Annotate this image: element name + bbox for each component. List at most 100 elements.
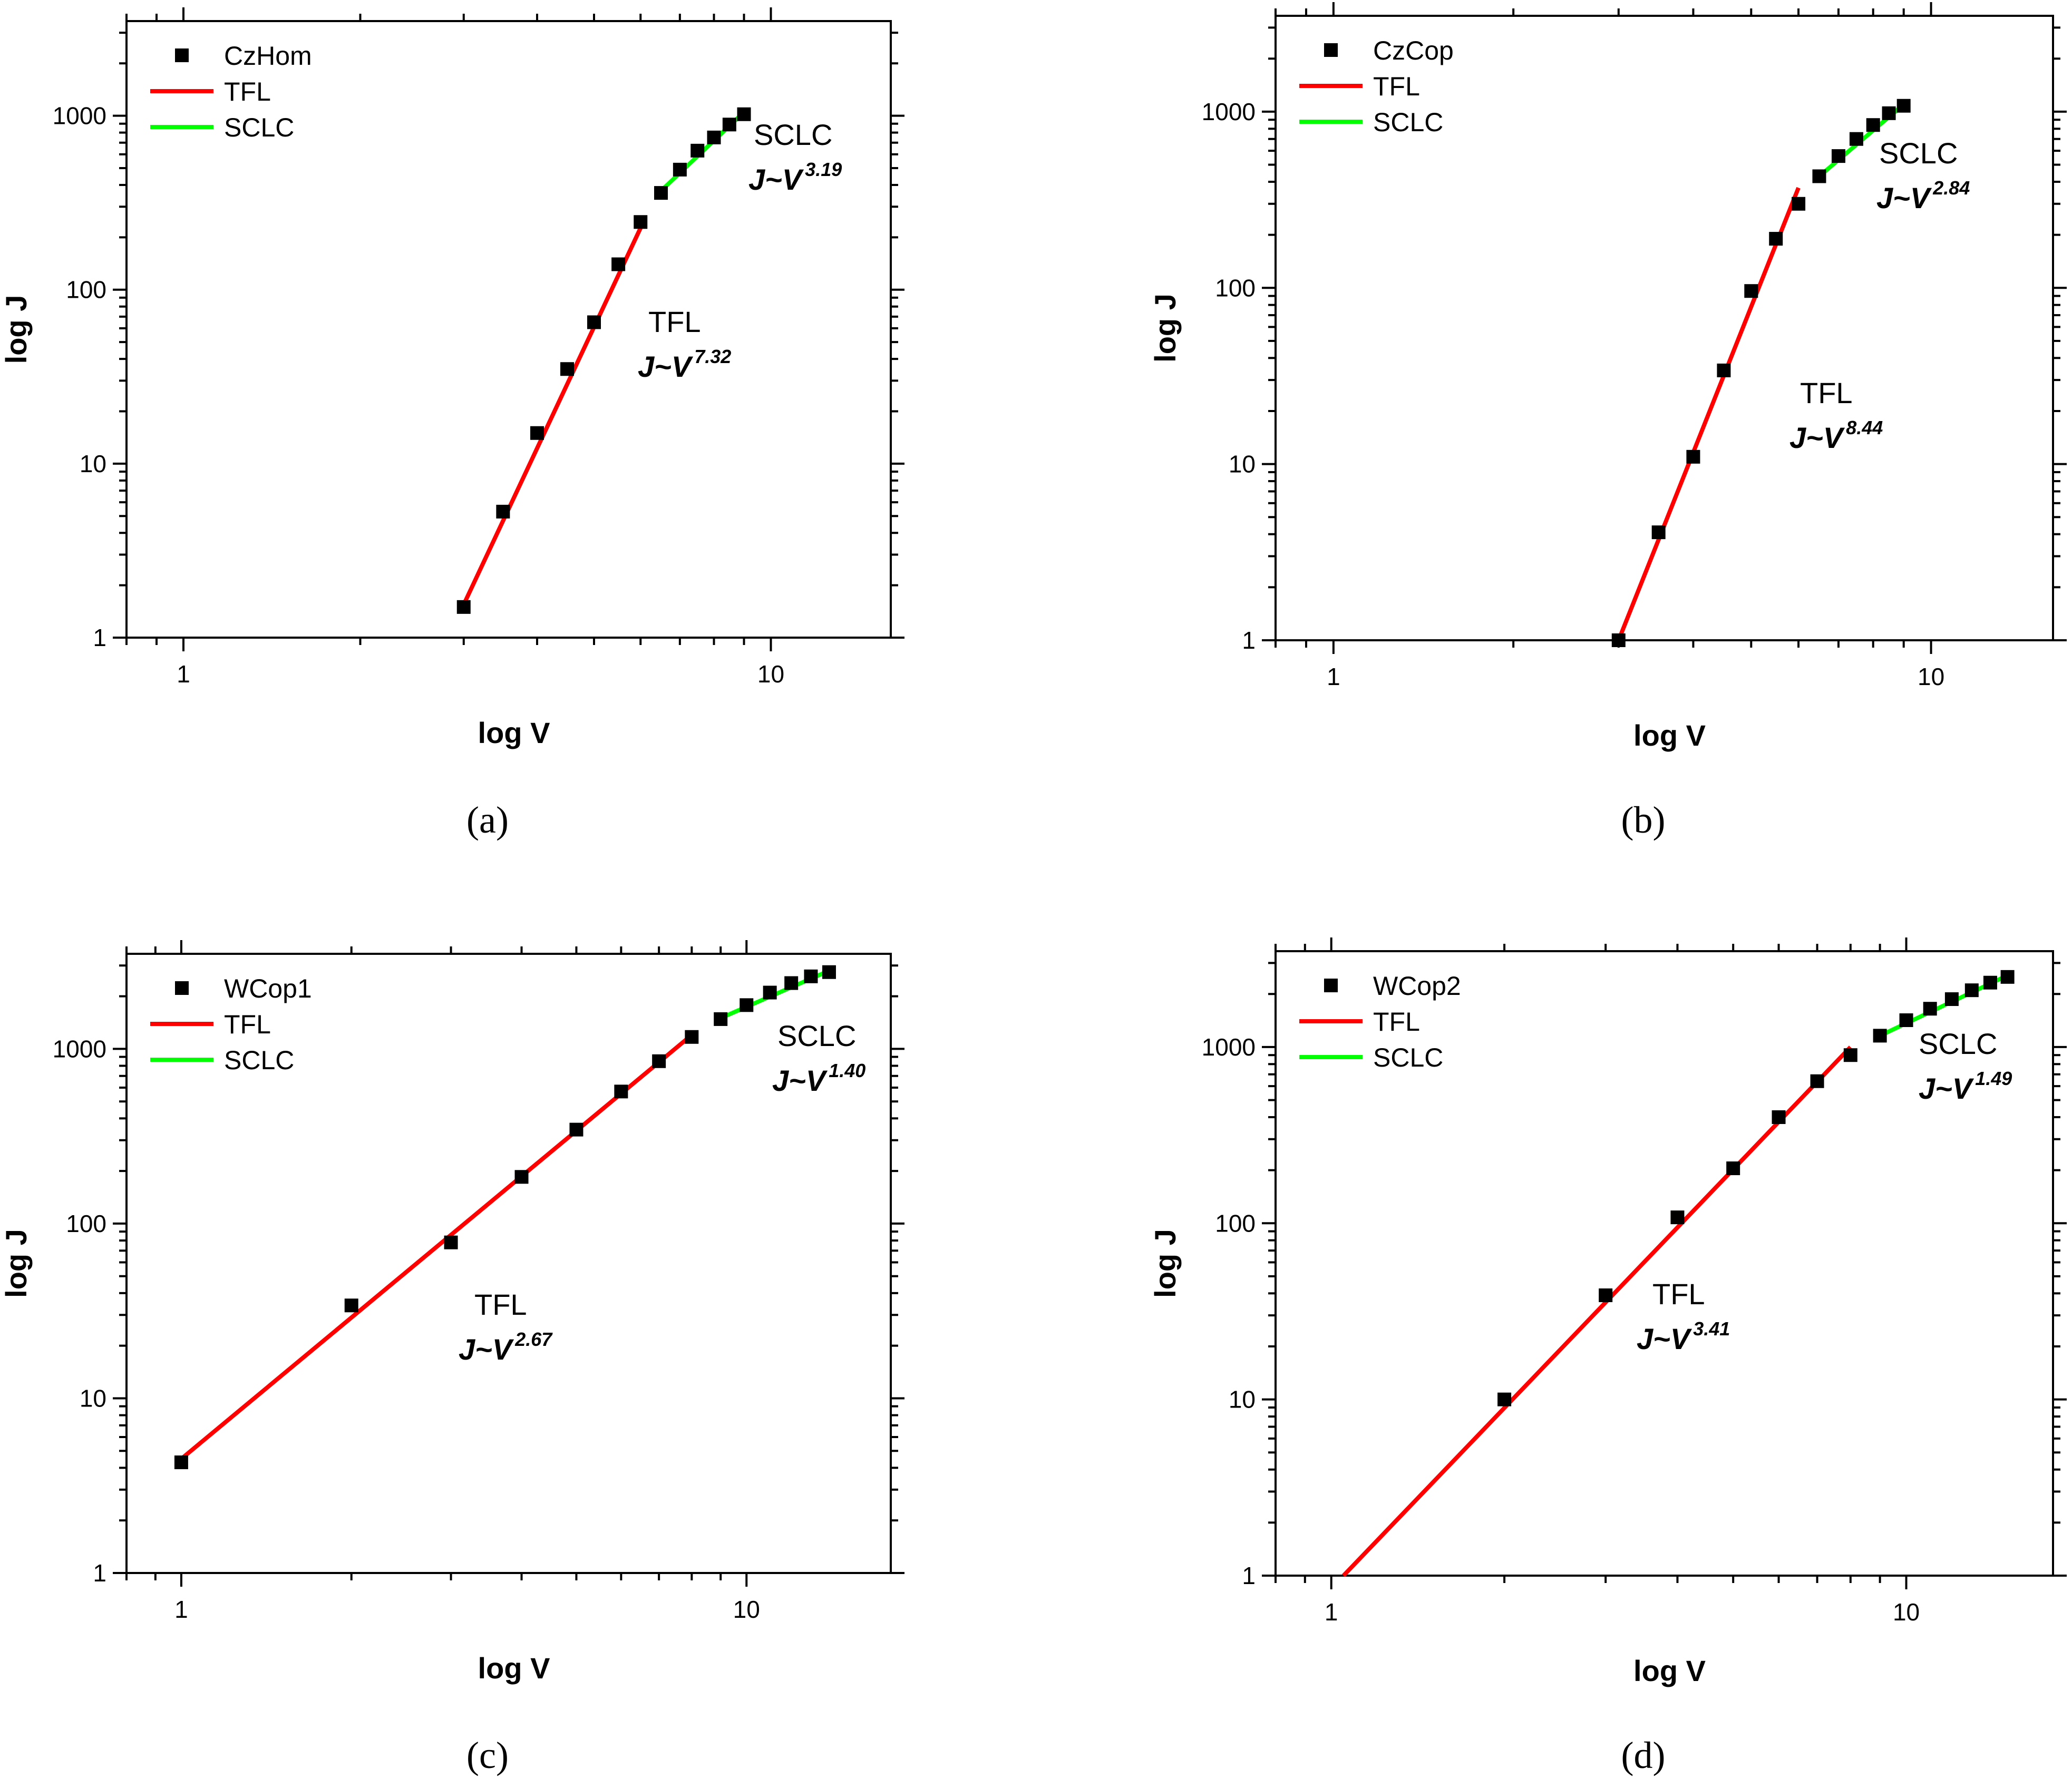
y-axis-title: log J xyxy=(1149,1229,1182,1298)
data-point xyxy=(344,1298,358,1313)
legend-entry: SCLC xyxy=(1373,1043,1443,1072)
data-point xyxy=(1882,106,1896,120)
data-point xyxy=(714,1012,728,1026)
data-point xyxy=(1873,1029,1887,1043)
y-axis-title: log J xyxy=(0,295,33,364)
legend-entry: WCop1 xyxy=(224,974,312,1003)
annotation-equation: J~V 7.32 xyxy=(638,346,731,383)
legend-entry: WCop2 xyxy=(1373,971,1461,1001)
y-axis-title: log J xyxy=(1149,294,1182,363)
data-point xyxy=(444,1235,458,1249)
data-point xyxy=(654,186,668,200)
annotation-label: SCLC xyxy=(1919,1027,1997,1060)
data-point xyxy=(1866,118,1880,132)
y-axis-title: log J xyxy=(0,1229,33,1298)
x-tick-label: 10 xyxy=(1893,1598,1920,1626)
legend-marker-swatch xyxy=(1324,979,1338,992)
annotation-equation: J~V 3.41 xyxy=(1637,1318,1730,1355)
annotation-exponent: 3.19 xyxy=(805,159,842,180)
legend-marker-swatch xyxy=(175,48,189,62)
data-point xyxy=(614,1084,628,1099)
data-point xyxy=(763,985,777,1000)
annotation-eq-base: J~V xyxy=(459,1333,514,1366)
annotation-label: TFL xyxy=(1800,376,1853,409)
data-point xyxy=(690,143,705,158)
x-axis-title: log V xyxy=(478,1652,550,1685)
annotation-label: TFL xyxy=(648,305,701,338)
data-point xyxy=(1744,284,1758,298)
annotation-label: SCLC xyxy=(1879,136,1958,170)
data-point xyxy=(1599,1288,1613,1303)
data-point xyxy=(496,504,510,519)
annotation-exponent: 1.40 xyxy=(829,1060,865,1081)
data-point xyxy=(174,1455,188,1469)
plot-frame xyxy=(125,20,892,639)
data-point xyxy=(1726,1161,1740,1176)
x-tick-label: 10 xyxy=(733,1596,760,1623)
legend-entry: TFL xyxy=(1373,1007,1420,1037)
annotation-equation: J~V 2.67 xyxy=(459,1328,553,1366)
y-tick-label: 1000 xyxy=(1202,98,1256,125)
y-tick-label: 100 xyxy=(1215,1209,1256,1237)
y-tick-label: 1000 xyxy=(1202,1033,1256,1061)
y-tick-label: 1000 xyxy=(53,1035,106,1062)
annotation-eq-base: J~V xyxy=(638,350,694,383)
y-tick-label: 10 xyxy=(80,450,106,477)
data-point xyxy=(1899,1013,1913,1027)
data-point xyxy=(560,362,575,376)
data-point xyxy=(1651,525,1666,540)
data-point xyxy=(569,1122,583,1137)
data-point xyxy=(685,1030,699,1044)
data-point xyxy=(673,162,687,177)
data-point xyxy=(722,118,736,132)
annotation-equation: J~V 8.44 xyxy=(1789,417,1883,454)
legend-entry: CzHom xyxy=(224,41,312,71)
legend-entry: SCLC xyxy=(224,113,294,142)
y-tick-label: 1 xyxy=(1242,627,1256,654)
annotation-equation: J~V 2.84 xyxy=(1876,177,1970,214)
data-point xyxy=(1983,975,1997,990)
x-axis-title: log V xyxy=(1633,719,1706,752)
annotation-exponent: 3.41 xyxy=(1693,1318,1730,1340)
plot-frame xyxy=(1275,15,2054,641)
y-tick-label: 1 xyxy=(93,1559,106,1587)
y-tick-label: 1000 xyxy=(53,102,106,130)
x-tick-label: 10 xyxy=(757,660,784,688)
fit-line-tfl xyxy=(1341,1046,1852,1577)
annotation-label: SCLC xyxy=(777,1019,856,1052)
data-point xyxy=(1497,1392,1512,1406)
data-point xyxy=(1831,149,1845,163)
data-point xyxy=(514,1170,529,1184)
y-tick-label: 100 xyxy=(1215,274,1256,301)
panel-label: (c) xyxy=(466,1734,509,1776)
x-tick-label: 1 xyxy=(1327,663,1340,690)
annotation-eq-base: J~V xyxy=(1876,181,1932,214)
data-point xyxy=(737,107,751,121)
annotation-exponent: 1.49 xyxy=(1975,1068,2012,1089)
annotation-exponent: 2.84 xyxy=(1932,177,1970,199)
x-tick-label: 10 xyxy=(1918,663,1944,690)
x-tick-label: 1 xyxy=(174,1596,188,1623)
annotation-equation: J~V 1.49 xyxy=(1919,1068,2012,1105)
data-point xyxy=(1964,983,1979,998)
chart-panel-2: 1 10 1 10 100 1000 log V log J WCop1 TFL SCLC TFL J~… xyxy=(0,940,904,1776)
data-point xyxy=(1896,99,1911,113)
legend-entry: SCLC xyxy=(224,1046,294,1075)
annotation-label: TFL xyxy=(1652,1277,1705,1311)
annotation-label: TFL xyxy=(474,1288,527,1321)
x-axis-title: log V xyxy=(478,716,550,749)
fit-line-tfl xyxy=(180,1033,693,1461)
annotation-eq-base: J~V xyxy=(772,1064,828,1097)
annotation-eq-base: J~V xyxy=(1919,1072,1974,1105)
annotation-exponent: 2.67 xyxy=(514,1328,553,1350)
legend-entry: TFL xyxy=(224,77,271,106)
data-point xyxy=(652,1054,666,1068)
data-point xyxy=(707,130,721,144)
data-point xyxy=(634,215,648,229)
data-point xyxy=(740,998,754,1012)
legend-entry: TFL xyxy=(224,1010,271,1039)
legend-marker-swatch xyxy=(1324,43,1338,57)
annotation-exponent: 7.32 xyxy=(694,346,731,367)
data-point xyxy=(1769,232,1783,246)
legend-entry: SCLC xyxy=(1373,108,1443,137)
